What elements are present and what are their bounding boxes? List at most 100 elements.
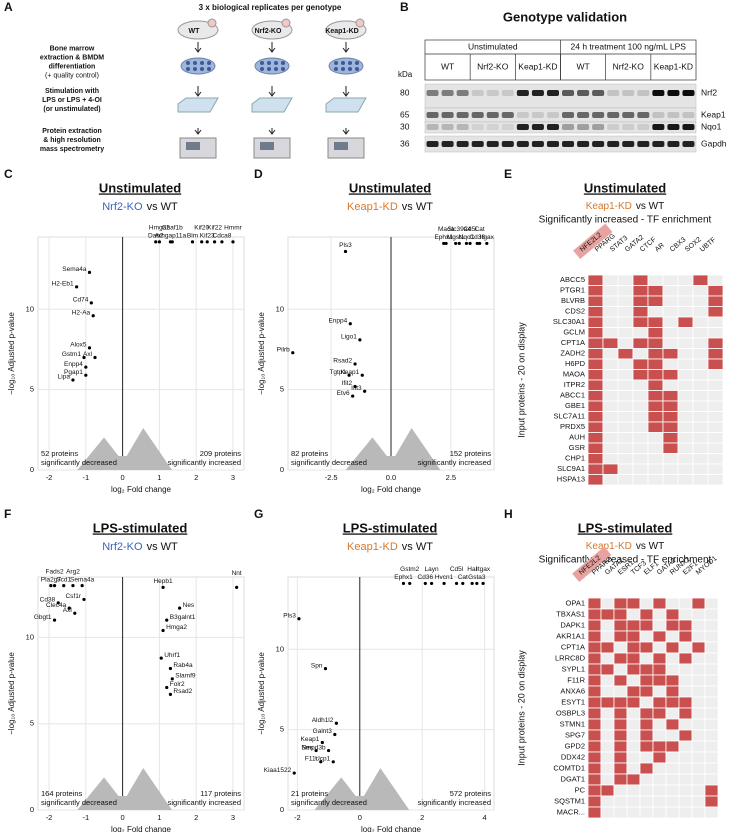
panel-letter: B — [400, 0, 409, 14]
point-label: Hvcn1 — [435, 574, 454, 581]
subtitle: Keap1-KD vs WT — [586, 541, 664, 552]
heatmap-cell — [707, 390, 724, 402]
heatmap-cell — [647, 421, 664, 433]
heatmap-cell — [647, 379, 664, 391]
heatmap-cell — [632, 442, 649, 454]
band — [667, 112, 680, 118]
heatmap-cell — [587, 751, 602, 764]
band — [486, 90, 499, 96]
arrow — [268, 42, 276, 53]
heatmap-cell — [632, 400, 649, 412]
point-label: Cdca8 — [213, 233, 232, 240]
band — [667, 141, 680, 147]
heatmap-cell — [587, 379, 604, 391]
point-label: Keap1 — [340, 369, 359, 376]
point-label: Kif23 — [200, 233, 215, 240]
heatmap-cell — [707, 474, 724, 486]
band — [682, 90, 695, 96]
heatmap-cell — [692, 285, 709, 297]
point-label: Smpd3b — [301, 744, 326, 751]
heatmap-cell — [587, 274, 604, 286]
heatmap-cell — [613, 663, 628, 676]
row-label: DGAT1 — [561, 774, 585, 783]
heatmap-cell — [692, 390, 709, 402]
heatmap-cell — [600, 608, 615, 621]
heatmap-cell — [662, 379, 679, 391]
step-text: LPS or LPS + 4-OI — [42, 97, 102, 104]
row-label: MAOA — [563, 370, 585, 379]
band — [667, 90, 680, 96]
column-label: UBTF — [699, 236, 718, 253]
count-note: significantly decreased — [291, 458, 367, 467]
blot-label: Nqo1 — [701, 121, 722, 131]
band — [622, 90, 635, 96]
heatmap-cell — [692, 337, 709, 349]
band — [441, 124, 454, 130]
point-label: Kiaa1522 — [264, 767, 292, 774]
heatmap-cell — [692, 474, 709, 486]
subtitle-vs: vs WT — [636, 201, 664, 212]
heatmap-cell — [692, 327, 709, 339]
heatmap-cell — [617, 463, 634, 475]
heatmap-cell — [639, 806, 654, 819]
band — [486, 141, 499, 147]
step-text: extraction & BMDM — [40, 54, 104, 61]
count-note: significantly increased — [418, 798, 491, 807]
heatmap-cell — [691, 718, 706, 731]
heatmap-cell — [665, 762, 680, 775]
heatmap-cell — [678, 773, 693, 786]
step-text: (+ quality control) — [45, 72, 99, 79]
data-point — [348, 322, 352, 326]
heatmap-cell — [647, 285, 664, 297]
band — [652, 112, 665, 118]
heatmap-cell — [626, 630, 641, 643]
plot-background — [37, 236, 245, 471]
column-highlight — [572, 546, 612, 583]
heatmap-cell — [602, 295, 619, 307]
band — [456, 90, 469, 96]
heatmap-cell — [626, 652, 641, 665]
band — [592, 124, 605, 130]
point-label: Ligo1 — [341, 334, 357, 341]
data-point — [442, 241, 446, 246]
band — [607, 124, 620, 130]
y-tick-label: 10 — [276, 304, 284, 313]
data-point — [401, 581, 406, 586]
step-text: (or unstimulated) — [43, 106, 100, 113]
row-label: CHP1 — [565, 454, 585, 463]
count-note: significantly increased — [168, 458, 241, 467]
data-point — [358, 338, 362, 342]
heatmap-cell — [665, 619, 680, 632]
band — [607, 141, 620, 147]
heatmap-cell — [652, 663, 667, 676]
point-label: Layn — [425, 566, 439, 573]
cell — [186, 67, 190, 71]
heatmap-cell — [665, 784, 680, 797]
data-point — [454, 241, 458, 246]
heatmap-cell — [691, 608, 706, 621]
panel-letter: D — [254, 167, 263, 181]
count-label: 52 proteins — [41, 449, 78, 458]
data-point — [157, 240, 161, 244]
row-label: SPG7 — [565, 730, 585, 739]
count-note: significantly decreased — [291, 798, 367, 807]
heatmap-cell — [652, 641, 667, 654]
data-point — [485, 241, 489, 246]
heatmap-cell — [662, 306, 679, 318]
heatmap-cell — [600, 762, 615, 775]
cell — [274, 67, 278, 71]
heatmap-cell — [678, 597, 693, 610]
heatmap-cell — [626, 784, 641, 797]
heatmap-cell — [662, 348, 679, 360]
x-tick-label: 3 — [231, 813, 235, 822]
heatmap-cell — [652, 608, 667, 621]
row-label: ZADH2 — [560, 349, 585, 358]
point-label: Maoa — [438, 226, 455, 233]
heatmap-cell — [639, 773, 654, 786]
band — [441, 90, 454, 96]
data-point — [159, 656, 163, 660]
cell — [207, 61, 211, 65]
count-label: 117 proteins — [200, 789, 241, 798]
heatmap-cell — [587, 740, 602, 753]
x-tick-label: 2 — [420, 813, 424, 822]
